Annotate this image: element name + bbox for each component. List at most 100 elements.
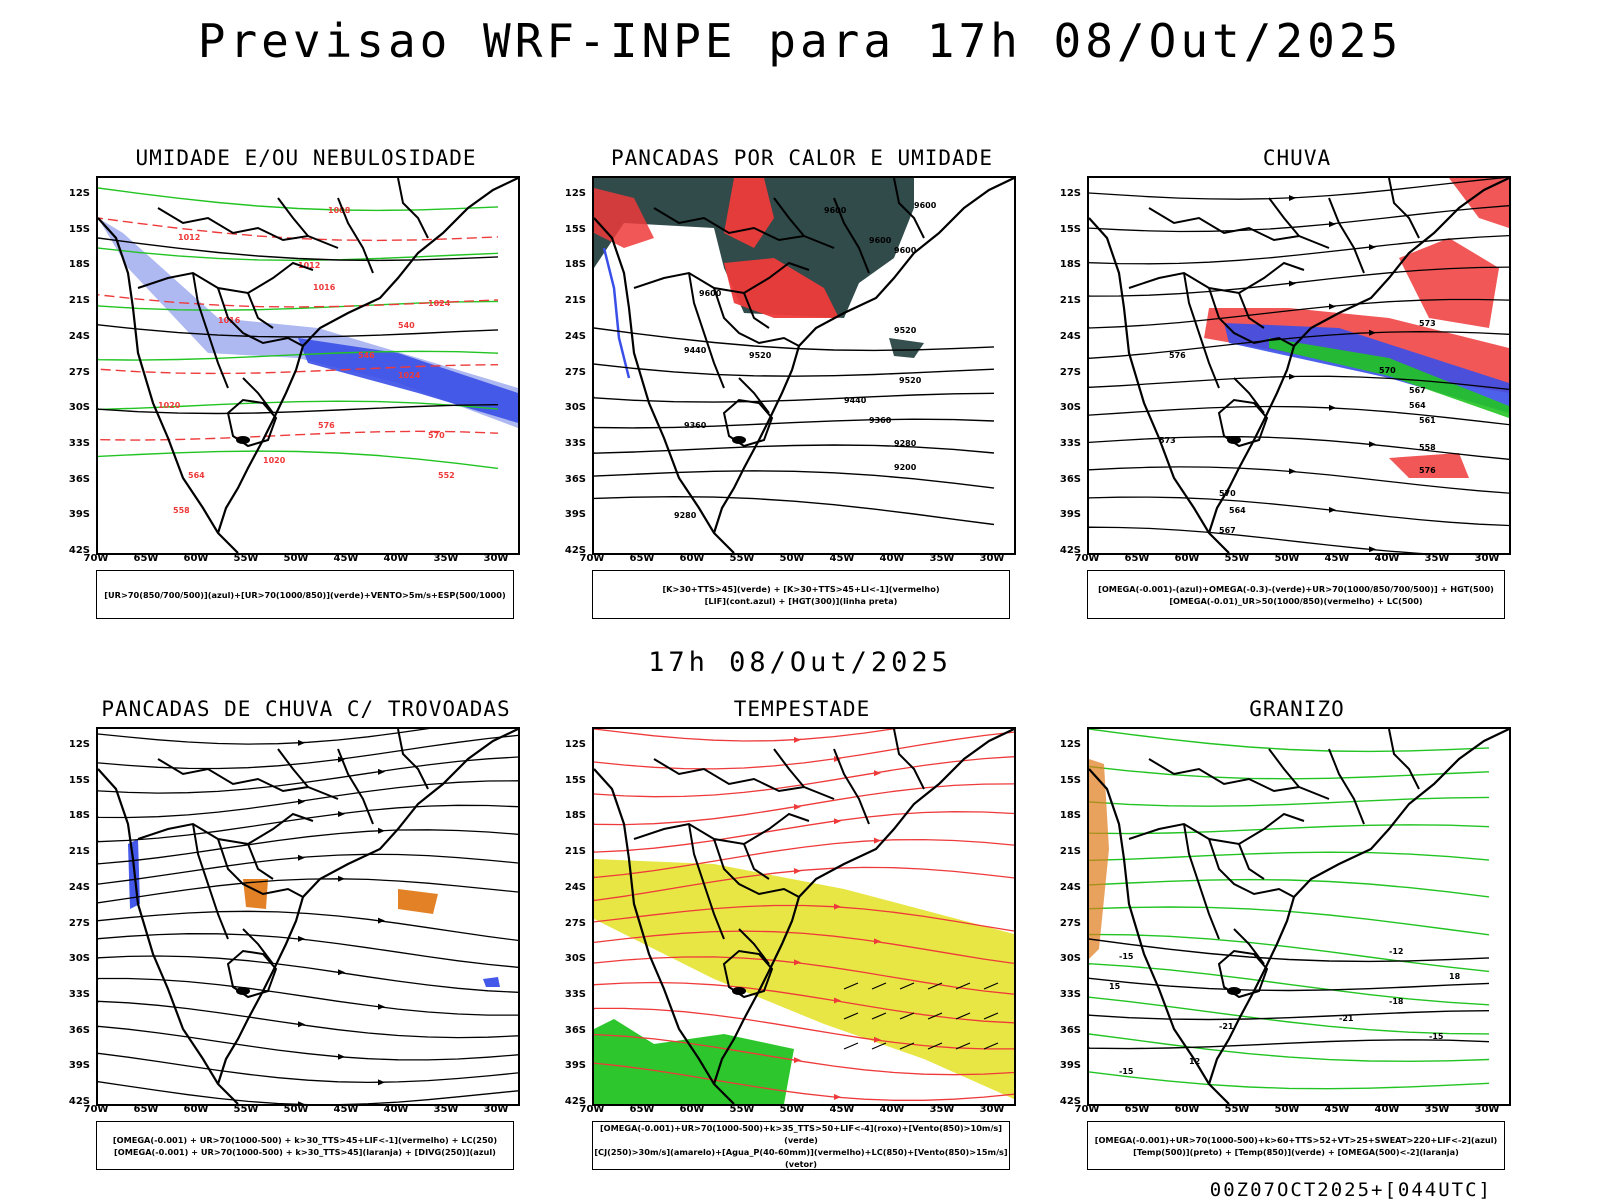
y-tick-label: 18S <box>68 810 90 822</box>
y-tick-label: 21S <box>68 846 90 858</box>
y-tick-label: 27S <box>564 366 586 378</box>
x-tick-label: 40W <box>1374 553 1400 564</box>
contour-label: 567 <box>1409 386 1426 395</box>
panel-title: UMIDADE E/OU NEBULOSIDADE <box>135 146 477 170</box>
contour-label: 573 <box>1419 319 1436 328</box>
y-tick-label: 27S <box>1059 917 1081 929</box>
contour-label: 1012 <box>298 261 320 270</box>
x-tick-label: 30W <box>979 1104 1005 1115</box>
y-tick-label: 30S <box>564 402 586 414</box>
y-tick-label: 42S <box>564 545 586 556</box>
x-tick-label: 30W <box>1474 553 1500 564</box>
y-tick-label: 33S <box>564 988 586 1000</box>
y-tick-label: 36S <box>1059 473 1081 485</box>
y-tick-label: 36S <box>68 1024 90 1036</box>
x-tick-label: 70W <box>579 553 605 564</box>
x-tick-label: 45W <box>829 1104 855 1115</box>
y-tick-label: 21S <box>1059 846 1081 858</box>
y-tick-label: 30S <box>1059 953 1081 965</box>
y-tick-label: 33S <box>68 988 90 1000</box>
x-tick-label: 40W <box>383 553 409 564</box>
map-panel-chuva: 576 573 570 567 564 561 558 576 573 570 567 564 <box>1087 176 1511 555</box>
contour-label: 1020 <box>158 401 181 410</box>
panel-title: TEMPESTADE <box>733 697 871 721</box>
legend-line: [OMEGA(-0.001) + UR>70(1000-500) + k>30_… <box>112 1134 498 1145</box>
x-tick-label: 30W <box>979 553 1005 564</box>
x-tick-label: 50W <box>283 553 309 564</box>
panel-legend: [UR>70(850/700/500)](azul)+[UR>70(1000/8… <box>96 570 514 619</box>
contour-label: 9280 <box>894 439 917 448</box>
x-tick-label: 70W <box>83 1104 109 1115</box>
panel-title: PANCADAS POR CALOR E UMIDADE <box>610 146 993 170</box>
y-tick-label: 39S <box>564 1060 586 1072</box>
y-tick-label: 18S <box>1059 810 1081 822</box>
x-tick-label: 55W <box>1224 553 1250 564</box>
x-tick-label: 40W <box>879 553 905 564</box>
x-tick-label: 60W <box>183 553 209 564</box>
x-tick-label: 65W <box>629 553 655 564</box>
y-tick-label: 12S <box>68 188 90 199</box>
contour-label: 18 <box>1449 972 1461 981</box>
x-tick-label: 30W <box>1474 1104 1500 1115</box>
contour-label: 1016 <box>313 283 336 292</box>
contour-label: 9520 <box>894 326 917 335</box>
contour-label: 1012 <box>178 233 200 242</box>
y-tick-label: 12S <box>564 739 586 750</box>
contour-label: 564 <box>1229 506 1246 515</box>
x-tick-label: 65W <box>1124 553 1150 564</box>
y-tick-label: 42S <box>68 1096 90 1107</box>
legend-line: [LIF](cont.azul) + [HGT(300)](linha pret… <box>704 595 898 606</box>
map-panel-trovoadas <box>96 727 520 1106</box>
main-title: Previsao WRF-INPE para 17h 08/Out/2025 <box>197 14 1403 68</box>
contour-label: 1024 <box>398 371 421 380</box>
map-panel-pancadas-calor: 9600 9600 9600 9600 9600 9520 9520 9520 9440 9440… <box>592 176 1016 555</box>
contour-label: 9600 <box>869 236 892 245</box>
y-tick-label: 27S <box>1059 366 1081 378</box>
contour-label: 567 <box>1219 526 1236 535</box>
y-tick-label: 30S <box>68 402 90 414</box>
y-tick-label: 27S <box>564 917 586 929</box>
contour-label: 561 <box>1419 416 1436 425</box>
contour-label: 9360 <box>869 416 892 425</box>
x-tick-label: 50W <box>1274 553 1300 564</box>
y-tick-label: 33S <box>1059 988 1081 1000</box>
contour-label: 570 <box>1219 489 1236 498</box>
legend-line: [K>30+TTS>45](verde) + [K>30+TTS>45+LI<-… <box>662 583 940 594</box>
contour-label: -21 <box>1219 1022 1234 1031</box>
contour-label: -15 <box>1429 1032 1444 1041</box>
y-tick-label: 12S <box>1059 739 1081 750</box>
y-tick-label: 39S <box>1059 1060 1081 1072</box>
x-tick-label: 30W <box>483 1104 509 1115</box>
y-tick-label: 33S <box>564 437 586 449</box>
x-tick-label: 60W <box>679 1104 705 1115</box>
panel-title: GRANIZO <box>1249 697 1345 721</box>
x-tick-label: 65W <box>1124 1104 1150 1115</box>
y-tick-label: 33S <box>1059 437 1081 449</box>
contour-label: 15 <box>1109 982 1121 991</box>
contour-label: 9440 <box>844 396 867 405</box>
legend-line: [OMEGA(-0.001)+UR>70(1000-500)+k>60+TTS>… <box>1094 1134 1498 1145</box>
map-panel-umidade: 1008 1012 1012 1016 1016 1020 1020 1024 1024 576 5… <box>96 176 520 555</box>
y-tick-label: 18S <box>564 259 586 271</box>
y-tick-label: 36S <box>564 1024 586 1036</box>
y-tick-label: 24S <box>1059 330 1081 342</box>
contour-label: 552 <box>438 471 455 480</box>
x-tick-label: 55W <box>729 1104 755 1115</box>
x-tick-label: 55W <box>233 1104 259 1115</box>
map-svg <box>594 729 1014 1104</box>
panel-title: CHUVA <box>1262 146 1332 170</box>
panel-title: PANCADAS DE CHUVA C/ TROVOADAS <box>101 697 511 721</box>
contour-label: 546 <box>358 351 375 360</box>
y-tick-label: 42S <box>68 545 90 556</box>
x-tick-label: 35W <box>433 553 459 564</box>
y-tick-label: 24S <box>68 330 90 342</box>
x-tick-label: 70W <box>1074 1104 1100 1115</box>
legend-line: [Temp(500)](preto) + [Temp(850)](verde) … <box>1133 1146 1459 1157</box>
x-tick-label: 50W <box>1274 1104 1300 1115</box>
contour-label: -15 <box>1119 1067 1134 1076</box>
contour-label: 9600 <box>699 289 722 298</box>
contour-label: 570 <box>428 431 445 440</box>
y-tick-label: 24S <box>1059 881 1081 893</box>
x-tick-label: 35W <box>433 1104 459 1115</box>
